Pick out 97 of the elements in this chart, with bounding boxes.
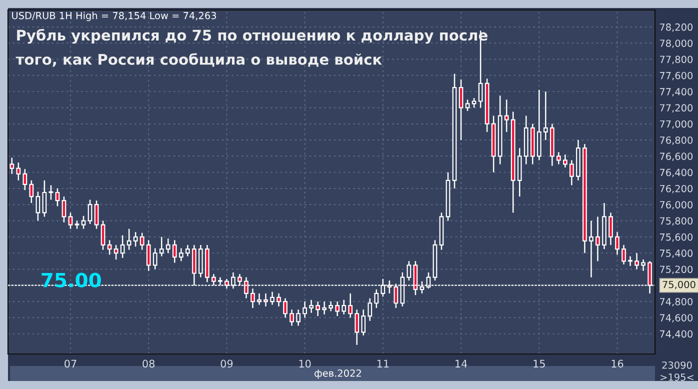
candlestick	[406, 260, 412, 282]
candlestick	[368, 298, 372, 322]
y-tick-label: 76,400	[660, 168, 693, 178]
candlestick	[178, 248, 184, 262]
candlestick	[16, 162, 21, 182]
candlestick	[48, 184, 54, 200]
candlestick	[257, 292, 262, 306]
y-tick-label: 76,000	[660, 201, 693, 210]
candlestick	[36, 191, 40, 222]
candlestick	[29, 180, 34, 204]
candlestick	[42, 180, 47, 218]
candlestick	[465, 99, 470, 112]
candlestick	[570, 160, 574, 186]
candlestick	[556, 151, 561, 165]
candlestick	[342, 299, 346, 316]
candlestick	[641, 258, 646, 272]
candlestick	[62, 196, 66, 223]
y-tick-label: 75,600	[660, 233, 693, 242]
candlestick	[562, 154, 568, 168]
y-tick-label: 77,000	[660, 120, 693, 129]
candlestick	[88, 199, 92, 225]
text: 23090	[662, 361, 692, 369]
candlestick	[328, 300, 334, 312]
candlestick	[608, 212, 613, 246]
candlestick	[296, 308, 300, 326]
candlestick	[335, 300, 340, 317]
candlestick	[126, 228, 132, 250]
candlestick	[276, 292, 281, 307]
candlestick	[172, 240, 177, 264]
candlestick	[250, 288, 255, 309]
ref-line-label: 75,000	[662, 280, 696, 290]
candlestick	[348, 292, 353, 318]
candlestick	[107, 240, 112, 256]
candlestick	[81, 215, 86, 230]
candlestick	[140, 232, 144, 250]
candlestick	[361, 308, 366, 336]
x-tick-label: 07	[64, 360, 76, 368]
y-tick-label: 75,200	[660, 266, 693, 274]
candlestick	[270, 291, 274, 306]
y-tick-label: 78,200	[660, 23, 693, 32]
y-tick-label: 74,400	[660, 330, 693, 339]
y-tick-label: 77,600	[660, 72, 693, 80]
candlestick	[615, 231, 620, 256]
candlestick	[354, 308, 360, 346]
candlestick	[133, 231, 138, 248]
y-tick-label: 77,400	[660, 88, 693, 96]
candlestick	[458, 78, 464, 141]
candlestick	[283, 298, 288, 318]
y-tick-label: 74,800	[660, 298, 693, 306]
y-tick-label: 78,000	[660, 40, 693, 48]
candlestick	[100, 220, 106, 250]
candlestick	[374, 288, 379, 309]
x-tick-label: 16	[612, 360, 624, 368]
candlestick	[114, 244, 118, 260]
x-tick-label: 09	[220, 360, 233, 368]
x-axis-title: фев.2022	[314, 369, 361, 379]
candlestick	[166, 238, 170, 254]
candlestick	[302, 300, 307, 318]
candlestick	[68, 212, 73, 230]
candlestick	[146, 240, 151, 272]
text: >195<	[660, 373, 694, 381]
x-tick-label: 15	[534, 360, 545, 368]
candlestick	[152, 248, 158, 270]
candlestick	[264, 292, 268, 307]
y-tick-label: 75,800	[660, 217, 693, 226]
candlestick	[290, 308, 294, 326]
x-tick-label: 11	[377, 360, 389, 368]
y-tick-label: 76,800	[660, 136, 693, 145]
x-tick-label: 14	[456, 360, 468, 368]
candlestick	[472, 97, 476, 108]
chart-subtitle: USD/RUB 1H High = 78,154 Low = 74,263	[12, 12, 216, 22]
annotation: 75.00	[42, 272, 101, 288]
candlestick	[120, 234, 125, 259]
x-tick-label: 08	[142, 360, 155, 368]
candlestick	[22, 168, 28, 191]
candlestick	[159, 236, 164, 257]
candlestick	[543, 90, 548, 141]
y-tick-label: 76,600	[660, 152, 693, 161]
y-tick-label: 76,200	[660, 184, 693, 194]
candlestick	[55, 188, 60, 207]
candlestick	[94, 200, 99, 230]
y-tick-label: 74,600	[660, 314, 693, 322]
y-tick-label: 75,400	[660, 250, 693, 258]
candlestick	[504, 99, 509, 133]
candlestick	[309, 299, 314, 314]
candlestick	[185, 244, 190, 257]
candlestick	[628, 256, 632, 267]
candlestick	[322, 300, 327, 316]
x-tick-label: 10	[299, 360, 311, 368]
y-tick-label: 77,200	[660, 104, 693, 113]
candlestick	[622, 244, 626, 265]
y-tick-label: 77,800	[660, 56, 693, 64]
candlestick	[634, 252, 639, 270]
candlestick	[10, 157, 14, 175]
candlestick	[596, 216, 600, 262]
candlestick	[316, 300, 320, 317]
candlestick	[589, 220, 594, 278]
